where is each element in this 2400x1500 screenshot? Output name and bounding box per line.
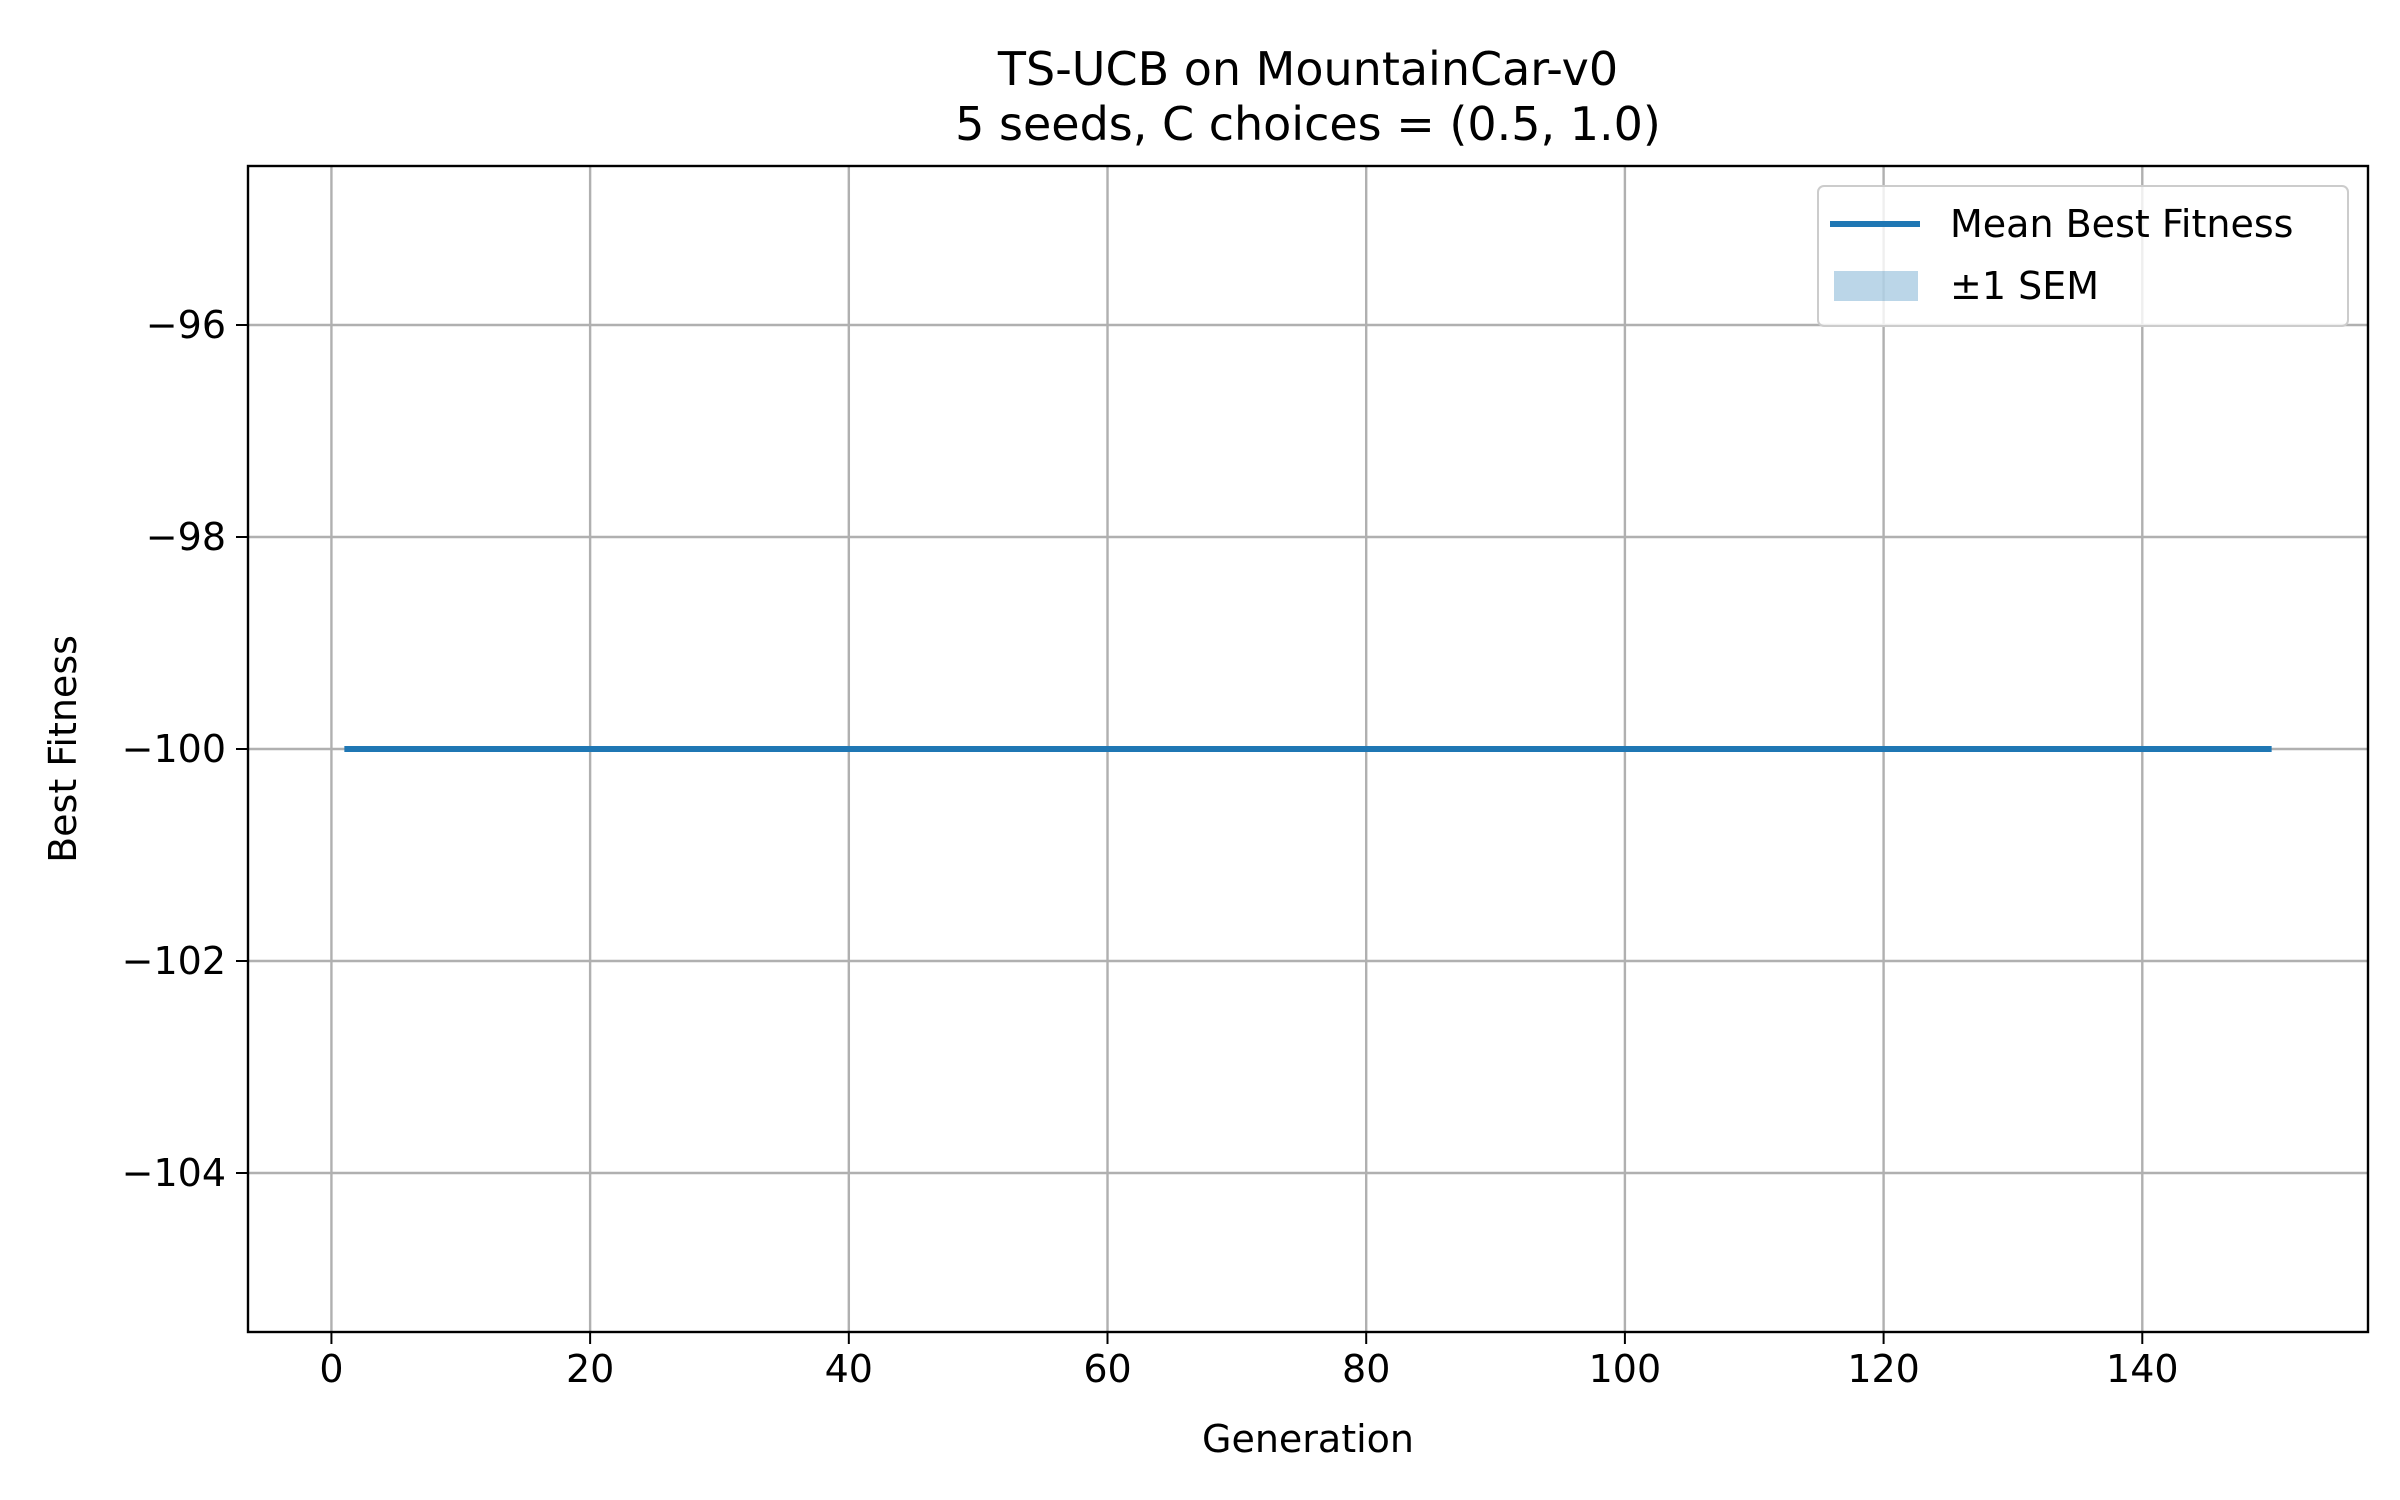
x-tick-label: 20	[566, 1347, 614, 1391]
y-tick-label: −102	[122, 939, 226, 983]
y-tick-label: −100	[122, 727, 226, 771]
legend: Mean Best Fitness ±1 SEM	[1817, 185, 2349, 327]
x-tick-label: 60	[1083, 1347, 1131, 1391]
chart-subtitle: 5 seeds, C choices = (0.5, 1.0)	[955, 97, 1661, 151]
legend-label-mean: Mean Best Fitness	[1950, 202, 2293, 246]
legend-box	[1817, 185, 2349, 327]
x-tick-label: 140	[2106, 1347, 2179, 1391]
y-tick-label: −104	[122, 1151, 226, 1195]
y-axis-label: Best Fitness	[41, 635, 85, 863]
chart-title: TS-UCB on MountainCar-v0	[997, 42, 1618, 96]
y-tick-label: −98	[146, 515, 226, 559]
x-tick-label: 40	[825, 1347, 873, 1391]
axis-ticks: 0 20 40 60 80 100 120 140 −96 −98 −100 −102 −104	[122, 303, 2179, 1391]
y-tick-label: −96	[146, 303, 226, 347]
x-tick-label: 120	[1847, 1347, 1920, 1391]
x-tick-label: 0	[319, 1347, 343, 1391]
legend-label-sem: ±1 SEM	[1950, 264, 2099, 308]
x-axis-label: Generation	[1202, 1417, 1414, 1461]
x-tick-label: 80	[1342, 1347, 1390, 1391]
x-tick-label: 100	[1589, 1347, 1662, 1391]
legend-band-swatch	[1834, 271, 1918, 301]
